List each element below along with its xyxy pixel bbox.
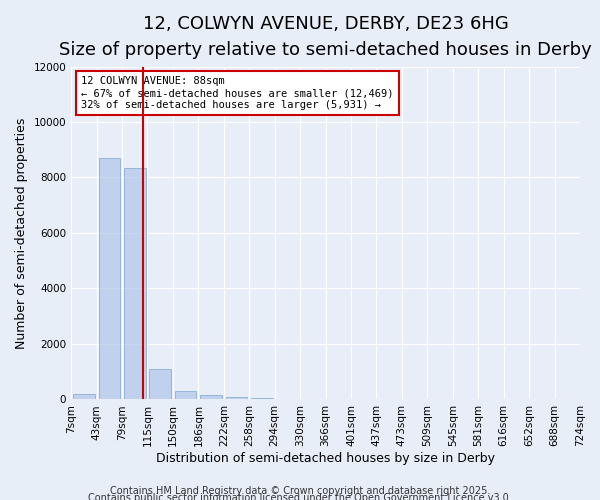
Bar [98, 158, 120, 400]
Text: 12 COLWYN AVENUE: 88sqm
← 67% of semi-detached houses are smaller (12,469)
32% o: 12 COLWYN AVENUE: 88sqm ← 67% of semi-de… [82, 76, 394, 110]
Text: Contains HM Land Registry data © Crown copyright and database right 2025.: Contains HM Land Registry data © Crown c… [110, 486, 490, 496]
Bar [251, 398, 273, 400]
Bar [175, 391, 196, 400]
Bar [226, 397, 247, 400]
Bar [200, 396, 222, 400]
Bar [149, 369, 171, 400]
Text: Contains public sector information licensed under the Open Government Licence v3: Contains public sector information licen… [88, 493, 512, 500]
Title: 12, COLWYN AVENUE, DERBY, DE23 6HG
Size of property relative to semi-detached ho: 12, COLWYN AVENUE, DERBY, DE23 6HG Size … [59, 15, 592, 60]
Bar [73, 394, 95, 400]
Y-axis label: Number of semi-detached properties: Number of semi-detached properties [15, 118, 28, 348]
Bar [124, 168, 146, 400]
X-axis label: Distribution of semi-detached houses by size in Derby: Distribution of semi-detached houses by … [156, 452, 495, 465]
